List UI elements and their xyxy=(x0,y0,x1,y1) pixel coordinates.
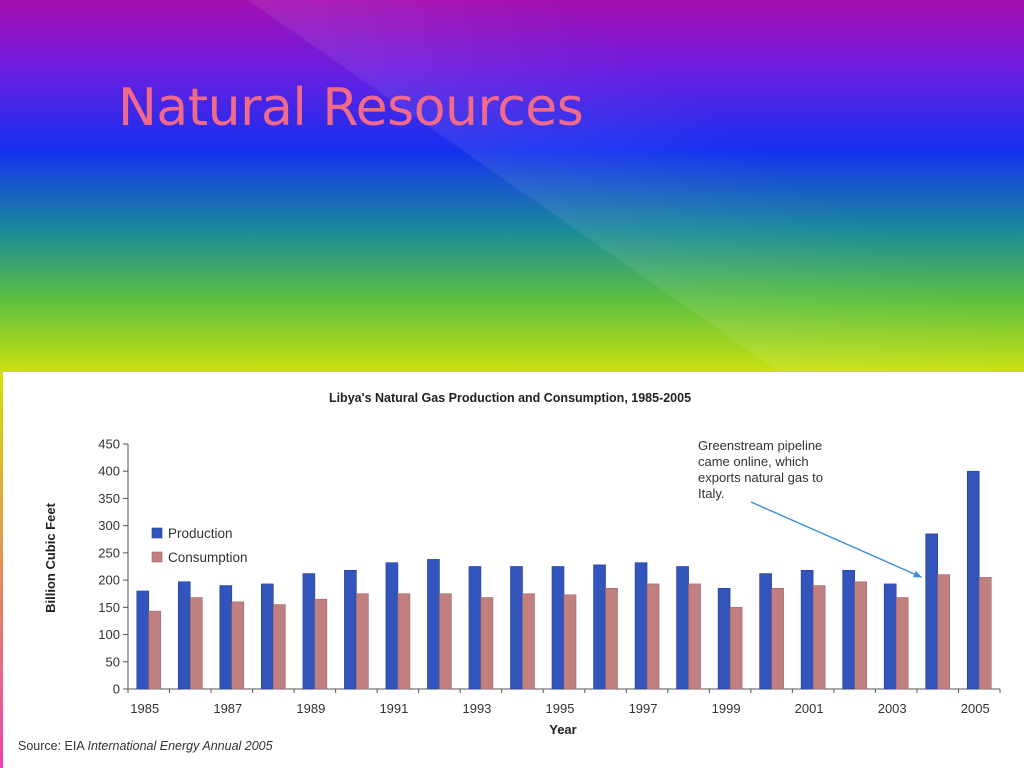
x-tick-label-1993: 1993 xyxy=(462,701,491,716)
x-tick-label-1985: 1985 xyxy=(130,701,159,716)
consumption-bar-1995 xyxy=(563,594,577,690)
y-tick-label: 50 xyxy=(106,654,120,669)
production-bar-1990 xyxy=(344,570,357,690)
legend: Production Consumption xyxy=(151,526,248,565)
consumption-bar-1997 xyxy=(646,583,660,690)
left-edge-accent xyxy=(0,372,3,768)
annotation-line: Italy. xyxy=(698,486,725,501)
source-note: Source: EIA International Energy Annual … xyxy=(18,739,273,753)
legend-label-consumption: Consumption xyxy=(168,550,248,565)
consumption-bar-1996 xyxy=(605,587,618,690)
y-tick-label: 200 xyxy=(98,573,120,588)
annotation-line: came online, which xyxy=(698,454,809,469)
y-tick-label: 300 xyxy=(98,518,120,533)
x-tick-label-1999: 1999 xyxy=(712,701,741,716)
y-axis-label: Billion Cubic Feet xyxy=(43,502,58,612)
production-bar-2002 xyxy=(842,570,855,690)
production-bar-2005 xyxy=(966,470,980,690)
production-bar-2004 xyxy=(925,533,939,690)
consumption-bar-1999 xyxy=(729,607,743,690)
annotation-line: exports natural gas to xyxy=(698,470,823,485)
production-bar-1997 xyxy=(634,562,648,690)
legend-swatch-production xyxy=(151,527,163,539)
consumption-bar-1993 xyxy=(480,597,494,690)
x-tick-label-2003: 2003 xyxy=(878,701,907,716)
bars-group xyxy=(136,470,992,690)
x-tick-label-2005: 2005 xyxy=(961,701,990,716)
production-bar-1985 xyxy=(136,590,150,690)
consumption-bar-1990 xyxy=(356,593,369,690)
chart-svg: Libya's Natural Gas Production and Consu… xyxy=(18,391,1001,753)
y-tick-label: 250 xyxy=(98,545,120,560)
legend-label-production: Production xyxy=(168,526,233,541)
consumption-bar-2000 xyxy=(771,587,784,690)
x-tick-label-1989: 1989 xyxy=(296,701,325,716)
annotation-arrow-line xyxy=(750,501,922,578)
production-bar-1994 xyxy=(510,566,523,690)
consumption-bar-1992 xyxy=(439,593,452,690)
y-tick-label: 150 xyxy=(98,600,120,615)
annotation: Greenstream pipeline came online, which ex… xyxy=(698,438,922,578)
x-tick-label-2001: 2001 xyxy=(795,701,824,716)
chart-panel: Libya's Natural Gas Production and Consu… xyxy=(3,372,1024,768)
production-bar-1992 xyxy=(427,559,440,690)
annotation-line: Greenstream pipeline xyxy=(698,438,822,453)
x-tick-label-1991: 1991 xyxy=(379,701,408,716)
legend-swatch-consumption xyxy=(151,551,163,563)
y-tick-label: 350 xyxy=(98,491,120,506)
production-bar-1988 xyxy=(261,583,274,690)
x-tick-label-1995: 1995 xyxy=(546,701,575,716)
annotation-arrow-head xyxy=(912,570,922,578)
source-publication: International Energy Annual 2005 xyxy=(87,739,272,753)
x-axis-label: Year xyxy=(549,722,576,737)
production-bar-1998 xyxy=(676,566,689,690)
background-diagonal xyxy=(0,0,1024,372)
source-prefix: Source: EIA xyxy=(18,739,87,753)
consumption-bar-1989 xyxy=(314,598,328,690)
x-tick-label-1997: 1997 xyxy=(629,701,658,716)
y-tick-label: 0 xyxy=(113,682,120,697)
production-bar-1995 xyxy=(551,566,565,690)
production-bar-1993 xyxy=(468,566,482,690)
y-tick-label: 450 xyxy=(98,437,120,452)
consumption-bar-1994 xyxy=(522,593,535,690)
production-bar-2003 xyxy=(883,583,897,690)
chart-title: Libya's Natural Gas Production and Consu… xyxy=(329,391,691,405)
production-bar-1987 xyxy=(219,585,233,690)
consumption-bar-2002 xyxy=(854,581,867,690)
production-bar-2001 xyxy=(800,570,814,690)
consumption-bar-2005 xyxy=(978,577,992,690)
y-tick-label: 100 xyxy=(98,627,120,642)
y-tick-label: 400 xyxy=(98,464,120,479)
production-bar-1999 xyxy=(717,587,731,690)
x-tick-label-1987: 1987 xyxy=(213,701,242,716)
consumption-bar-1991 xyxy=(397,593,411,690)
production-bar-1996 xyxy=(593,564,606,690)
consumption-bar-1988 xyxy=(273,604,286,690)
consumption-bar-2003 xyxy=(895,597,909,690)
consumption-bar-1987 xyxy=(231,601,245,690)
consumption-bar-1985 xyxy=(148,610,162,690)
annotation-text: Greenstream pipeline came online, which ex… xyxy=(698,438,823,501)
consumption-bar-1986 xyxy=(189,597,203,690)
consumption-bar-2004 xyxy=(937,574,951,690)
production-bar-1986 xyxy=(177,581,191,690)
consumption-bar-2001 xyxy=(812,585,826,690)
production-bar-2000 xyxy=(759,573,772,690)
production-bar-1989 xyxy=(302,573,316,690)
consumption-bar-1998 xyxy=(688,583,701,690)
slide-title: Natural Resources xyxy=(118,78,584,138)
production-bar-1991 xyxy=(385,562,399,690)
x-axis-ticks: 1985 1987 1989 1991 1993 1995 1997 1999 2001 2003… xyxy=(127,689,1001,716)
